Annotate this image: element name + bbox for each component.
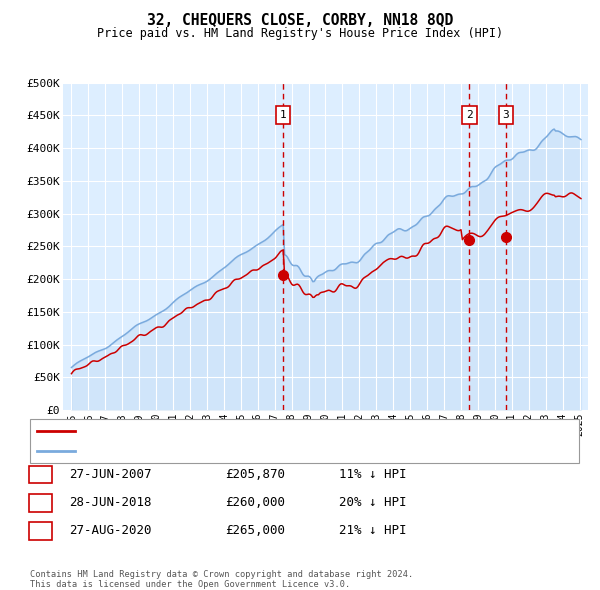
- Text: Contains HM Land Registry data © Crown copyright and database right 2024.: Contains HM Land Registry data © Crown c…: [30, 570, 413, 579]
- Text: £205,870: £205,870: [225, 468, 285, 481]
- Text: 1: 1: [280, 110, 286, 120]
- Text: 28-JUN-2018: 28-JUN-2018: [69, 496, 151, 509]
- Text: 21% ↓ HPI: 21% ↓ HPI: [339, 525, 407, 537]
- Text: 27-AUG-2020: 27-AUG-2020: [69, 525, 151, 537]
- Text: This data is licensed under the Open Government Licence v3.0.: This data is licensed under the Open Gov…: [30, 579, 350, 589]
- Text: £260,000: £260,000: [225, 496, 285, 509]
- Text: Price paid vs. HM Land Registry's House Price Index (HPI): Price paid vs. HM Land Registry's House …: [97, 27, 503, 40]
- Text: 1: 1: [37, 468, 44, 481]
- Text: HPI: Average price, detached house, North Northamptonshire: HPI: Average price, detached house, Nort…: [84, 446, 446, 455]
- Text: 32, CHEQUERS CLOSE, CORBY, NN18 8QD: 32, CHEQUERS CLOSE, CORBY, NN18 8QD: [147, 13, 453, 28]
- Text: 27-JUN-2007: 27-JUN-2007: [69, 468, 151, 481]
- Text: 11% ↓ HPI: 11% ↓ HPI: [339, 468, 407, 481]
- Text: 20% ↓ HPI: 20% ↓ HPI: [339, 496, 407, 509]
- Text: £265,000: £265,000: [225, 525, 285, 537]
- Text: 3: 3: [37, 525, 44, 537]
- Text: 2: 2: [37, 496, 44, 509]
- Text: 32, CHEQUERS CLOSE, CORBY, NN18 8QD (detached house): 32, CHEQUERS CLOSE, CORBY, NN18 8QD (det…: [84, 427, 409, 436]
- Text: 2: 2: [466, 110, 473, 120]
- Text: 3: 3: [503, 110, 509, 120]
